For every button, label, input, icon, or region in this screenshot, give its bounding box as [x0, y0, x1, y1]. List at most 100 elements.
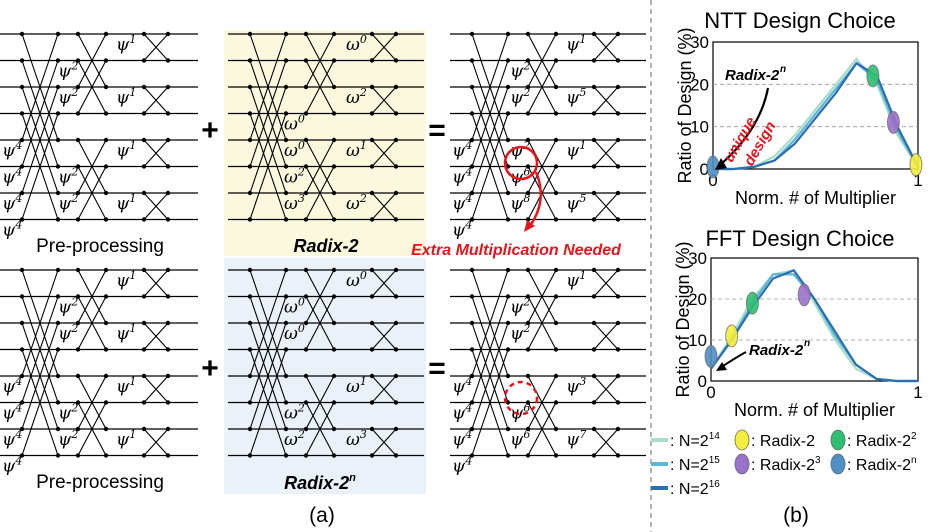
butterfly-network-result-top [450, 31, 646, 222]
pre-bottom-psi-b-2-exp: 2 [70, 402, 78, 415]
result-top-psi-b-2-exp: 2 [522, 139, 530, 152]
legend-series-exp: 14 [709, 431, 721, 442]
pre-bottom-psi-c-3-symbol: ψ [116, 430, 130, 450]
result-bottom-psi-b-0-exp: 2 [522, 296, 530, 309]
node-dot [141, 137, 147, 143]
node-dot [615, 373, 621, 379]
node-dot [19, 31, 25, 37]
ntt-radix2n-annotation: Radix-2 [725, 67, 780, 84]
node-dot [141, 164, 147, 169]
pre-top-psi-a-0: ψ4 [2, 139, 22, 161]
pre-top-psi-a-1-exp: 4 [14, 166, 22, 179]
node-dot [553, 58, 559, 63]
result-bottom-psi-a-1-symbol: ψ [452, 404, 466, 424]
node-dot [505, 31, 511, 37]
node-dot [247, 373, 253, 379]
equals-sign-bottom: = [428, 352, 446, 385]
cross-s3 [371, 192, 397, 220]
node-dot [525, 347, 531, 352]
result-top-psi-b-1: ψ2 [510, 86, 530, 108]
cross-s1 [471, 322, 509, 430]
node-dot [141, 347, 147, 352]
cross-s1 [249, 86, 287, 194]
pre-bottom-psi-c-1: ψ1 [116, 322, 136, 344]
node-dot [247, 426, 253, 432]
legend-series-0: : N=214 [670, 431, 720, 450]
node-dot [55, 400, 61, 405]
node-dot [283, 320, 289, 326]
node-dot [283, 164, 289, 169]
pre-bottom-psi-a-1-exp: 4 [14, 402, 22, 415]
result-bottom-psi-c-0: ψ1 [566, 269, 586, 291]
extra-mult-arrow [528, 171, 543, 227]
node-dot [55, 373, 61, 379]
node-dot [75, 217, 81, 222]
cross-s3 [371, 322, 397, 350]
ntt-radix2n-annotation-exp: n [780, 64, 786, 75]
node-dot [75, 320, 81, 326]
pre-top-psi-a-1-symbol: ψ [2, 168, 16, 188]
node-dot [525, 320, 531, 326]
pre-bottom-psi-a-3: ψ4 [2, 455, 22, 477]
legend-marker-label-3: : Radix-2n [847, 455, 917, 474]
radix2n-w-4: ω2 [284, 402, 305, 424]
legend-marker-3 [830, 453, 846, 475]
radix2-w-3: ω1 [346, 139, 367, 161]
node-dot [19, 217, 25, 222]
node-dot [591, 137, 597, 143]
result-top-psi-c-3-exp: 5 [579, 192, 586, 205]
cross-s2 [305, 33, 335, 88]
node-dot [55, 58, 61, 63]
node-dot [525, 164, 531, 169]
cross-s1 [471, 113, 509, 220]
radix2n-w-6: ω3 [346, 428, 367, 450]
node-dot [75, 400, 81, 405]
result-top-psi-b-4: ψ8 [510, 192, 530, 214]
node-dot [369, 58, 375, 63]
node-dot [393, 294, 399, 299]
node-dot [369, 400, 375, 405]
radix2-w-2-symbol: ω [284, 115, 298, 135]
legend: : N=214: N=215: N=216: Radix-2: Radix-22… [651, 429, 917, 498]
node-dot [553, 217, 559, 222]
node-dot [469, 164, 475, 169]
node-dot [469, 217, 475, 222]
cross-s3 [371, 139, 397, 167]
result-top-psi-b-4-symbol: ψ [510, 194, 524, 214]
node-dot [553, 190, 559, 196]
pre-bottom-psi-a-3-symbol: ψ [2, 457, 16, 477]
node-dot [393, 453, 399, 458]
node-dot [469, 320, 475, 326]
pre-top-psi-c-1-symbol: ψ [116, 88, 130, 108]
cross-s1 [249, 113, 287, 220]
cross-s1 [471, 269, 509, 377]
node-dot [141, 426, 147, 432]
radix2-w-3-symbol: ω [346, 141, 360, 161]
node-dot [591, 400, 597, 405]
node-dot [505, 347, 511, 352]
node-dot [75, 58, 81, 63]
node-dot [469, 347, 475, 352]
radix2-w-6: ω3 [284, 192, 305, 214]
legend-series-2: : N=216 [670, 479, 720, 498]
node-dot [469, 294, 475, 299]
node-dot [247, 320, 253, 326]
result-top-psi-b-0: ψ2 [510, 60, 530, 82]
node-dot [553, 320, 559, 326]
legend-marker-base: : Radix-2 [751, 433, 815, 450]
result-bottom-psi-c-2: ψ7 [566, 428, 586, 450]
node-dot [393, 137, 399, 143]
node-dot [615, 164, 621, 169]
result-bottom-psi-b-1: ψ2 [510, 322, 530, 344]
cross-s3 [143, 269, 169, 297]
y-tick-label: 0 [698, 372, 707, 391]
legend-series-1: : N=215 [670, 455, 720, 474]
node-dot [331, 164, 337, 169]
plot-area [712, 41, 919, 170]
result-top-psi-a-1-exp: 4 [464, 166, 472, 179]
cross-s3 [143, 139, 169, 167]
x-axis-label: Norm. # of Multiplier [735, 188, 896, 208]
node-dot [303, 347, 309, 352]
node-dot [19, 320, 25, 326]
node-dot [103, 84, 109, 90]
